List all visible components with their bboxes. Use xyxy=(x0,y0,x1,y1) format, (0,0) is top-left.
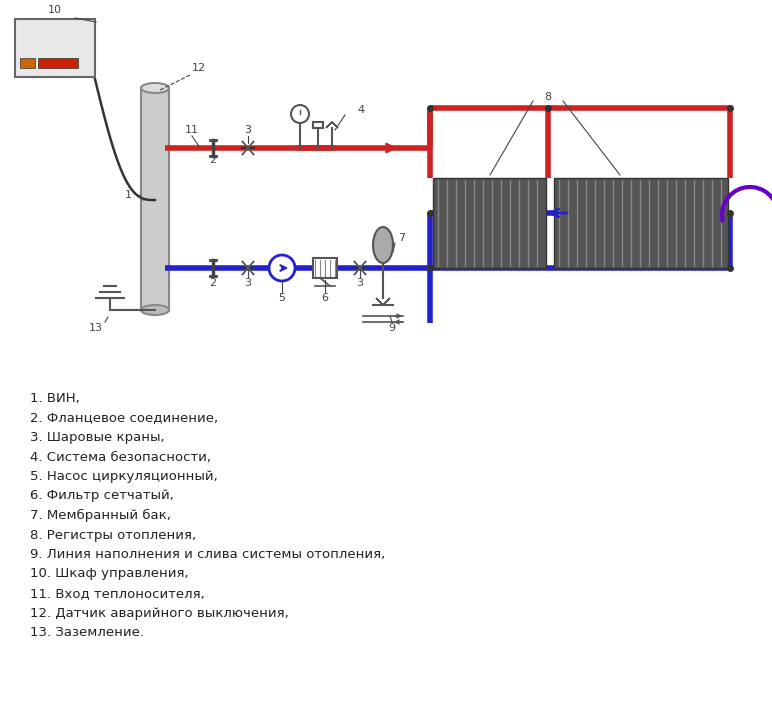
FancyBboxPatch shape xyxy=(15,19,95,77)
Bar xyxy=(554,178,728,268)
Text: 3: 3 xyxy=(357,278,364,288)
Polygon shape xyxy=(242,141,254,148)
Text: 13: 13 xyxy=(89,323,103,333)
Bar xyxy=(313,258,337,278)
Text: 2: 2 xyxy=(209,155,217,165)
Bar xyxy=(141,88,169,310)
Text: 8. Регистры отопления,: 8. Регистры отопления, xyxy=(30,528,196,542)
Text: 2: 2 xyxy=(209,278,217,288)
Polygon shape xyxy=(326,122,338,128)
Polygon shape xyxy=(242,148,254,155)
Ellipse shape xyxy=(141,305,169,315)
Polygon shape xyxy=(354,261,366,268)
Text: 7: 7 xyxy=(398,233,405,243)
Text: 9. Линия наполнения и слива системы отопления,: 9. Линия наполнения и слива системы отоп… xyxy=(30,548,385,561)
Text: 11: 11 xyxy=(185,125,199,135)
Text: 2. Фланцевое соединение,: 2. Фланцевое соединение, xyxy=(30,411,218,425)
Ellipse shape xyxy=(141,83,169,93)
Polygon shape xyxy=(376,298,390,305)
Polygon shape xyxy=(354,268,366,275)
Text: 7. Мембранный бак,: 7. Мембранный бак, xyxy=(30,509,171,522)
Text: 3. Шаровые краны,: 3. Шаровые краны, xyxy=(30,431,164,444)
Text: 6: 6 xyxy=(321,293,329,303)
Text: 13. Заземление.: 13. Заземление. xyxy=(30,626,144,639)
Text: 10. Шкаф управления,: 10. Шкаф управления, xyxy=(30,568,188,581)
Text: 11. Вход теплоносителя,: 11. Вход теплоносителя, xyxy=(30,587,205,600)
Text: 4. Система безопасности,: 4. Система безопасности, xyxy=(30,450,211,464)
Text: 3: 3 xyxy=(245,278,252,288)
Text: 6. Фильтр сетчатый,: 6. Фильтр сетчатый, xyxy=(30,489,174,503)
Polygon shape xyxy=(242,268,254,275)
Text: 3: 3 xyxy=(245,125,252,135)
Ellipse shape xyxy=(373,227,393,263)
Text: 4: 4 xyxy=(357,105,364,115)
Circle shape xyxy=(269,255,295,281)
Bar xyxy=(433,178,546,268)
Text: 9: 9 xyxy=(388,323,395,333)
Text: 5. Насос циркуляционный,: 5. Насос циркуляционный, xyxy=(30,470,218,483)
Bar xyxy=(38,58,78,68)
Text: 12. Датчик аварийного выключения,: 12. Датчик аварийного выключения, xyxy=(30,607,289,620)
Text: 1. ВИН,: 1. ВИН, xyxy=(30,392,80,405)
Polygon shape xyxy=(242,261,254,268)
Bar xyxy=(20,58,35,68)
Text: 8: 8 xyxy=(544,92,551,102)
Text: 1: 1 xyxy=(124,190,131,200)
Text: 5: 5 xyxy=(279,293,286,303)
Text: 10: 10 xyxy=(48,5,62,15)
Text: 12: 12 xyxy=(192,63,206,73)
Circle shape xyxy=(291,105,309,123)
